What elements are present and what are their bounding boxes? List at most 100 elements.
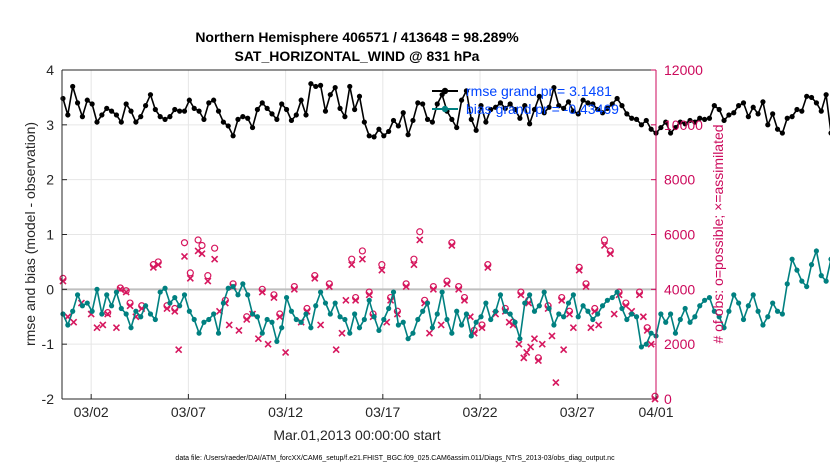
bias-point bbox=[808, 262, 815, 268]
rmse-point bbox=[604, 105, 610, 111]
obs-assimilated-stroke bbox=[517, 291, 525, 299]
x-axis-label: Mar.01,2013 00:00:00 start bbox=[273, 427, 440, 443]
obs-assimilated-stroke bbox=[352, 296, 360, 304]
bias-point bbox=[522, 300, 528, 306]
rmse-point bbox=[230, 133, 236, 139]
bias-point bbox=[750, 292, 756, 298]
rmse-point bbox=[745, 114, 751, 120]
obs-assimilated-stroke bbox=[171, 307, 179, 315]
bias-point bbox=[774, 308, 781, 314]
rmse-point bbox=[89, 101, 95, 107]
legend-bias-label: bias grand pr = -0.43469 bbox=[466, 101, 619, 117]
obs-assimilated-stroke bbox=[290, 285, 298, 293]
rmse-point bbox=[561, 105, 567, 111]
obs-assimilated-stroke bbox=[348, 261, 356, 269]
bias-point bbox=[108, 303, 115, 309]
bias-point bbox=[327, 311, 333, 317]
obs-assimilated-stroke bbox=[558, 296, 566, 304]
obs-assimilated-stroke bbox=[149, 263, 157, 271]
rmse-point bbox=[541, 110, 547, 116]
rmse-point bbox=[405, 132, 411, 138]
rmse-point bbox=[609, 101, 615, 107]
rmse-point bbox=[536, 93, 542, 99]
rmse-point bbox=[799, 108, 805, 114]
obs-possible-marker bbox=[104, 309, 112, 317]
bias-point bbox=[118, 305, 124, 312]
rmse-point bbox=[152, 106, 158, 113]
rmse-point bbox=[760, 99, 766, 105]
obs-assimilated-marker bbox=[560, 346, 568, 354]
bias-point bbox=[458, 322, 465, 328]
bias-point bbox=[463, 311, 470, 317]
obs-assimilated-stroke bbox=[204, 277, 212, 285]
x-tick-label: 03/02 bbox=[74, 404, 109, 420]
obs-assimilated-stroke bbox=[606, 250, 614, 258]
bias-point bbox=[726, 308, 732, 314]
bias-point bbox=[235, 292, 241, 298]
rmse-point bbox=[599, 110, 606, 116]
rmse-point bbox=[191, 105, 197, 111]
obs-assimilated-stroke bbox=[270, 293, 278, 302]
obs-assimilated-stroke bbox=[591, 307, 599, 315]
bias-point bbox=[697, 303, 703, 309]
bias-point bbox=[585, 308, 591, 314]
bias-point bbox=[317, 289, 324, 295]
obs-assimilated-marker bbox=[552, 378, 560, 387]
bias-point bbox=[201, 319, 207, 325]
obs-assimilated-marker bbox=[523, 348, 531, 356]
bias-point bbox=[206, 316, 212, 323]
y2-tick-label: 6000 bbox=[664, 227, 695, 243]
obs-assimilated-stroke bbox=[112, 324, 121, 332]
bias-point bbox=[366, 297, 372, 303]
rmse-point bbox=[449, 116, 455, 122]
bias-point bbox=[230, 283, 236, 290]
bias-point bbox=[672, 330, 679, 336]
obs-assimilated-stroke bbox=[402, 283, 410, 291]
bias-point bbox=[128, 325, 134, 331]
y-tick-label: 0 bbox=[46, 281, 54, 297]
bias-point bbox=[147, 311, 154, 317]
rmse-point bbox=[220, 119, 226, 125]
rmse-point bbox=[677, 119, 683, 125]
obs-assimilated-marker bbox=[342, 296, 350, 304]
bias-point bbox=[478, 314, 484, 320]
obs-assimilated-stroke bbox=[575, 266, 583, 274]
obs-assimilated-marker bbox=[93, 324, 101, 332]
y2-tick-label: 10000 bbox=[664, 117, 703, 133]
obs-assimilated-marker bbox=[460, 296, 469, 304]
obs-possible-marker bbox=[358, 247, 367, 255]
obs-assimilated-marker bbox=[402, 283, 410, 291]
bias-point bbox=[162, 285, 168, 291]
bias-point bbox=[313, 303, 319, 309]
rmse-point bbox=[682, 121, 688, 127]
rmse-point bbox=[454, 124, 460, 131]
rmse-point bbox=[497, 100, 504, 106]
obs-assimilated-stroke bbox=[552, 378, 560, 387]
obs-possible-marker bbox=[348, 255, 356, 263]
bias-point bbox=[337, 314, 343, 320]
rmse-point bbox=[585, 100, 591, 106]
rmse-point bbox=[167, 114, 173, 120]
legend-bias-marker bbox=[441, 105, 449, 113]
bias-point bbox=[215, 330, 222, 336]
y-axis-label: rmse and bias (model - observation) bbox=[22, 122, 38, 346]
bias-point bbox=[157, 289, 163, 295]
y-tick-label: -2 bbox=[42, 391, 55, 407]
obs-possible-marker bbox=[211, 244, 219, 252]
obs-assimilated-stroke bbox=[437, 321, 445, 329]
rmse-point bbox=[225, 123, 231, 129]
rmse-point bbox=[595, 106, 601, 113]
obs-assimilated-stroke bbox=[104, 310, 112, 318]
y-tick-label: -1 bbox=[42, 336, 55, 352]
bias-point bbox=[454, 308, 460, 314]
x-tick-label: 03/22 bbox=[463, 404, 498, 420]
rmse-point bbox=[648, 126, 654, 132]
bias-point bbox=[823, 278, 829, 284]
legend-rmse-label: rmse grand pr = 3.1481 bbox=[466, 83, 612, 99]
bias-point bbox=[381, 316, 387, 323]
rmse-point bbox=[590, 101, 596, 107]
y2-tick-label: 0 bbox=[664, 391, 672, 407]
bias-point bbox=[784, 281, 790, 287]
rmse-point bbox=[288, 117, 295, 124]
obs-assimilated-stroke bbox=[332, 346, 340, 354]
